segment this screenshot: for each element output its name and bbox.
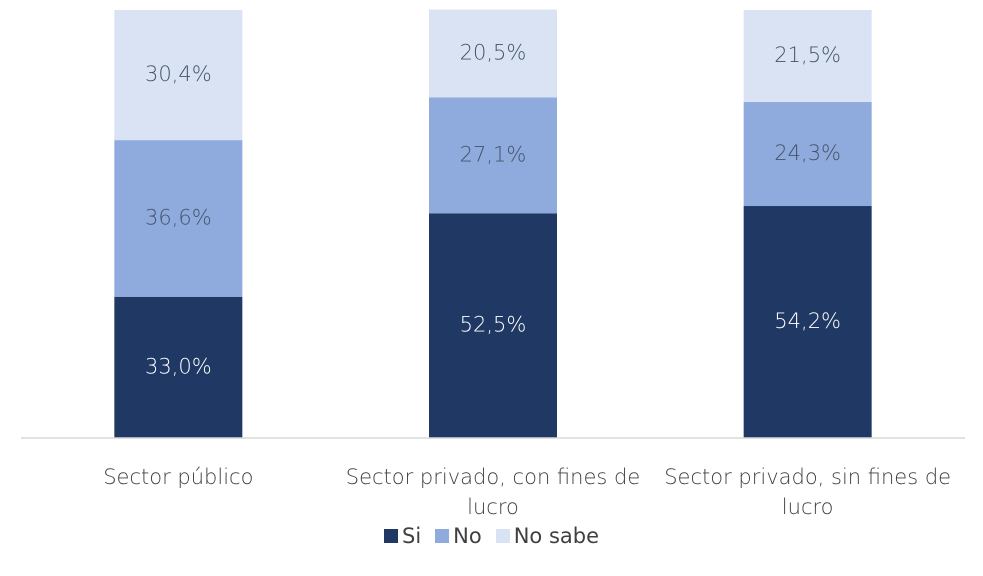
bar-segment: [114, 296, 243, 438]
legend-label: No sabe: [513, 524, 600, 548]
bar-segment: [429, 97, 557, 214]
bar-segment: [429, 9, 557, 98]
legend-label: Si: [401, 524, 422, 548]
legend: Si No No sabe: [0, 524, 983, 548]
data-label: 24,3%: [774, 141, 841, 165]
legend-item: No: [435, 524, 482, 548]
legend-label: No: [453, 524, 482, 548]
bar-segment: [114, 10, 243, 141]
bar-segment: [114, 140, 243, 297]
legend-item: Si: [383, 524, 422, 548]
legend-swatch: [435, 529, 450, 543]
bar-segment: [429, 213, 557, 438]
bar-segment: [743, 102, 872, 207]
data-label: 33,0%: [145, 354, 212, 378]
data-label: 54,2%: [774, 309, 841, 333]
data-label: 20,5%: [460, 40, 527, 64]
legend-swatch: [495, 529, 510, 543]
data-label: 36,6%: [145, 205, 212, 229]
legend-swatch: [383, 529, 398, 543]
x-tick-label: Sector privado, sin fines de lucro: [664, 465, 952, 519]
x-tick-label: Sector privado, con fines de lucro: [345, 465, 641, 519]
data-label: 27,1%: [460, 142, 527, 166]
bar-segment: [743, 10, 872, 103]
data-label: 30,4%: [145, 62, 212, 86]
bar-segment: [743, 206, 872, 438]
x-tick-label: Sector público: [103, 465, 254, 489]
data-label: 52,5%: [460, 313, 527, 337]
legend-item: No sabe: [495, 524, 600, 548]
data-label: 21,5%: [774, 43, 841, 67]
